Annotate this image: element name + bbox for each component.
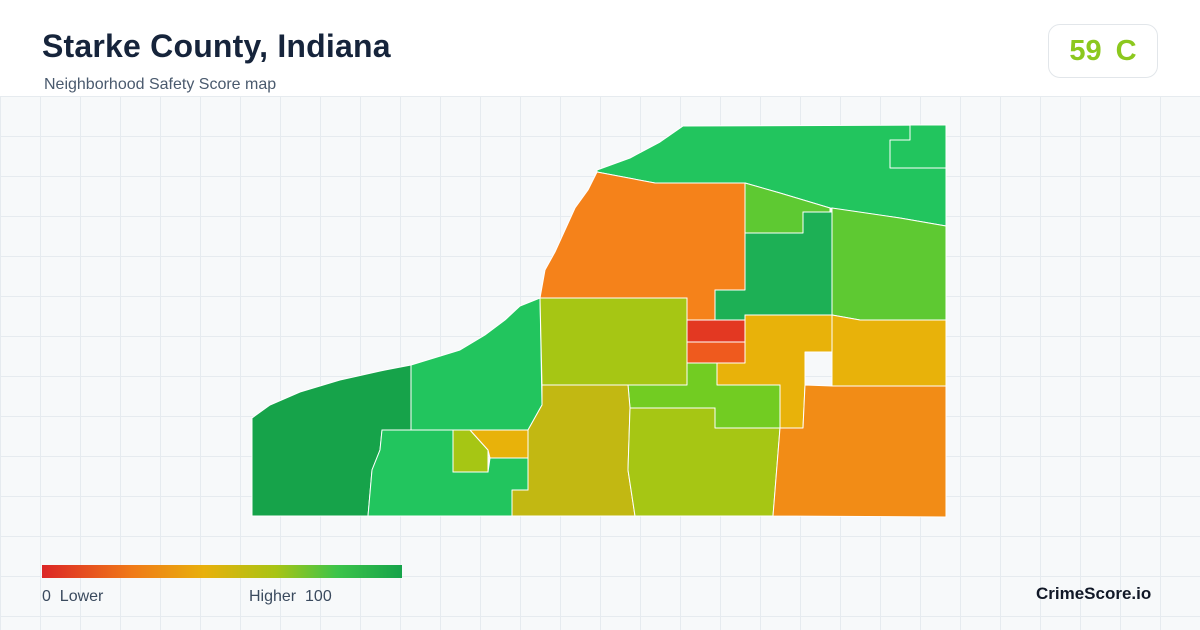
- score-value: 59: [1069, 34, 1102, 67]
- legend-min: 0 Lower: [42, 588, 103, 606]
- legend-max-label: Higher: [249, 588, 297, 605]
- legend-min-label: Lower: [59, 588, 104, 605]
- legend-max: Higher 100: [249, 588, 332, 606]
- map-region-east-amber[interactable]: [831, 314, 947, 387]
- score-grade: C: [1115, 34, 1137, 67]
- map-region-town-red-orange[interactable]: [686, 341, 746, 364]
- map-region-central-yellow-green[interactable]: [539, 297, 688, 386]
- brand-logo-text[interactable]: CrimeScore.io: [1036, 584, 1152, 603]
- map-region-small-amber[interactable]: [469, 429, 529, 459]
- legend-color-bar: [42, 565, 402, 578]
- map-region-northeast-notch[interactable]: [889, 124, 947, 169]
- page-subtitle: Neighborhood Safety Score map: [44, 76, 277, 93]
- page-title: Starke County, Indiana: [42, 28, 391, 64]
- map-region-west-green[interactable]: [410, 297, 543, 431]
- map-region-town-red[interactable]: [686, 319, 746, 343]
- safety-score-badge: 59 C: [1048, 24, 1158, 78]
- header: Starke County, Indiana Neighborhood Safe…: [0, 0, 1200, 96]
- map-region-east-light-green[interactable]: [831, 207, 947, 321]
- legend-min-value: 0: [42, 588, 51, 605]
- map-region-southeast-orange[interactable]: [772, 384, 947, 518]
- legend-max-value: 100: [305, 588, 332, 605]
